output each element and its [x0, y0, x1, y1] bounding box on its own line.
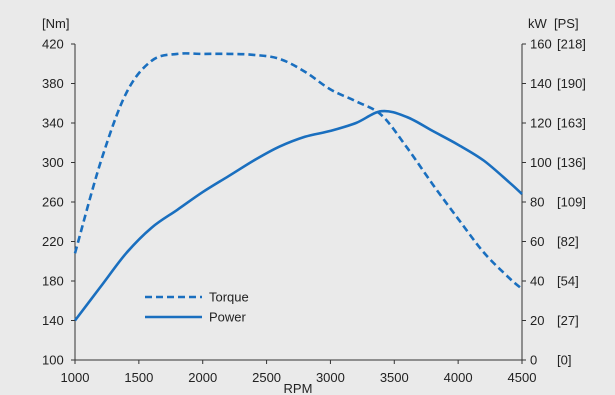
right-tick-label-kw: 60: [530, 234, 544, 249]
right-tick-label-ps: [136]: [557, 155, 586, 170]
right-tick-label-kw: 20: [530, 313, 544, 328]
right-tick-label-ps: [54]: [557, 274, 579, 289]
right-tick-label-kw: 0: [530, 353, 537, 368]
x-tick-label: 3000: [316, 370, 345, 385]
right-tick-label-kw: 160: [530, 37, 552, 52]
right-tick-label-ps: [163]: [557, 116, 586, 131]
series-layer: [73, 52, 523, 322]
x-tick-label: 4500: [508, 370, 537, 385]
x-tick-label: 2000: [188, 370, 217, 385]
left-tick-label: 420: [42, 37, 64, 52]
right-tick-label-ps: [190]: [557, 76, 586, 91]
left-axis-ticks: 100 140 180 220 260 300 340 380 420: [42, 37, 75, 368]
right-axis-unit-kw: kW: [528, 16, 548, 31]
left-tick-label: 220: [42, 234, 64, 249]
left-tick-label: 100: [42, 353, 64, 368]
right-tick-label-kw: 100: [530, 155, 552, 170]
series-line-torque: [73, 52, 523, 290]
right-tick-label-kw: 120: [530, 116, 552, 131]
left-axis-unit-label: [Nm]: [42, 16, 69, 31]
legend: Torque Power: [145, 290, 249, 325]
left-tick-label: 140: [42, 313, 64, 328]
x-tick-label: 1000: [61, 370, 90, 385]
right-tick-label-ps: [218]: [557, 37, 586, 52]
right-tick-label-ps: [0]: [557, 353, 571, 368]
right-tick-label-kw: 40: [530, 274, 544, 289]
legend-label-power: Power: [209, 310, 247, 325]
right-axis-ticks: 0 [0] 20 [27] 40 [54] 60 [82] 80 [109] 100 [136] 120…: [522, 37, 586, 368]
right-tick-label-kw: 140: [530, 76, 552, 91]
right-tick-label-ps: [27]: [557, 313, 579, 328]
series-line-power: [73, 109, 523, 322]
left-tick-label: 180: [42, 274, 64, 289]
x-tick-label: 4000: [444, 370, 473, 385]
x-tick-label: 1500: [124, 370, 153, 385]
x-axis-label: RPM: [284, 381, 313, 395]
left-tick-label: 300: [42, 155, 64, 170]
left-tick-label: 260: [42, 195, 64, 210]
left-tick-label: 380: [42, 76, 64, 91]
x-tick-label: 2500: [252, 370, 281, 385]
right-tick-label-ps: [109]: [557, 195, 586, 210]
x-tick-label: 3500: [380, 370, 409, 385]
x-axis-ticks: 1000 1500 2000 2500 3000 3500 4000 4500: [61, 360, 537, 385]
right-tick-label-kw: 80: [530, 195, 544, 210]
left-tick-label: 340: [42, 116, 64, 131]
right-tick-label-ps: [82]: [557, 234, 579, 249]
right-axis-unit-ps: [PS]: [554, 16, 579, 31]
legend-label-torque: Torque: [209, 290, 249, 305]
